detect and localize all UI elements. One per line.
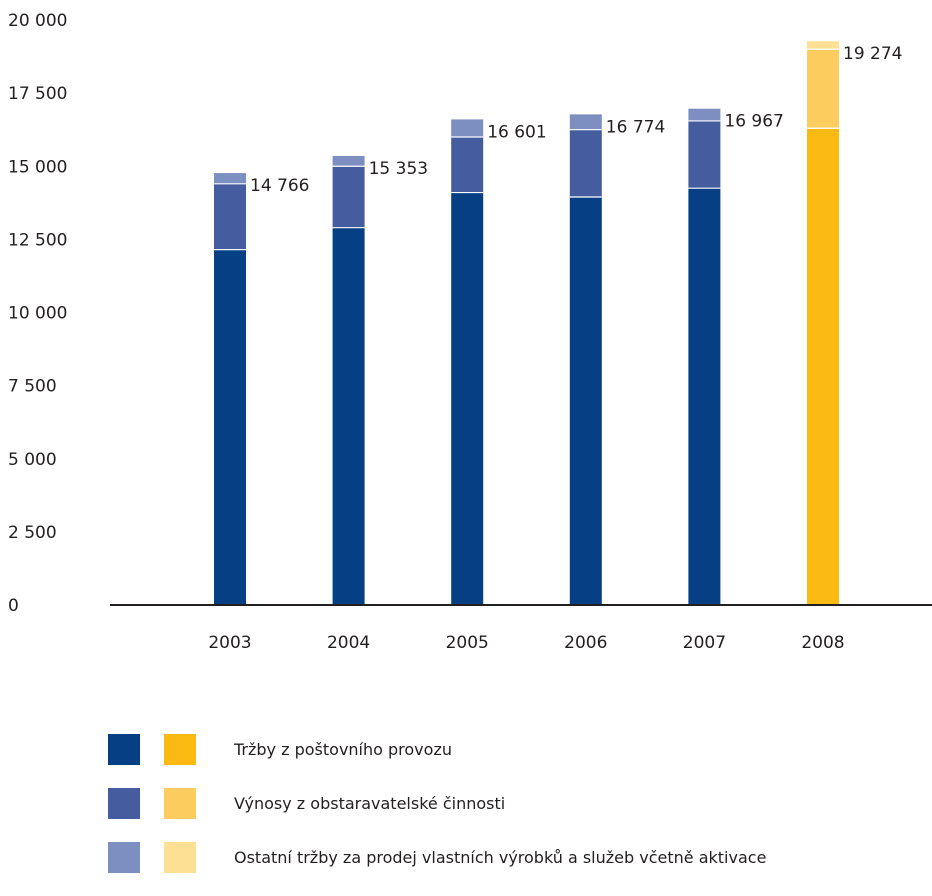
bar-segment bbox=[569, 196, 602, 605]
legend-swatch-blue bbox=[108, 842, 140, 873]
legend-swatch-blue bbox=[108, 788, 140, 819]
bar-segment bbox=[332, 166, 365, 228]
y-tick-label: 12 500 bbox=[8, 230, 67, 250]
y-tick-label: 0 bbox=[8, 596, 19, 616]
stacked-bar-chart: 0 2 500 5 000 7 500 10 000 12 500 15 000 17 500… bbox=[8, 11, 932, 653]
bar-segment bbox=[807, 41, 839, 50]
x-tick-label: 2005 bbox=[446, 633, 489, 653]
total-label: 16 601 bbox=[487, 122, 546, 142]
total-label: 15 353 bbox=[369, 159, 428, 179]
legend-swatch-yellow bbox=[164, 788, 196, 819]
bar-segment bbox=[214, 249, 246, 606]
bar-segment bbox=[332, 227, 365, 606]
legend-swatch-yellow bbox=[164, 842, 196, 873]
total-labels: 14 766 15 353 16 601 16 774 16 967 19 274 bbox=[250, 44, 902, 196]
bar-segment bbox=[569, 114, 602, 130]
total-label: 19 274 bbox=[843, 44, 902, 64]
y-tick-label: 20 000 bbox=[8, 11, 67, 31]
bar-segment bbox=[688, 188, 721, 605]
x-tick-label: 2004 bbox=[327, 633, 370, 653]
bar-segment bbox=[688, 108, 721, 121]
bar-segment bbox=[332, 155, 365, 167]
y-tick-label: 10 000 bbox=[8, 304, 67, 324]
y-axis: 0 2 500 5 000 7 500 10 000 12 500 15 000 17 500… bbox=[8, 11, 67, 616]
bar-segment bbox=[214, 183, 246, 250]
legend-label: Výnosy z obstaravatelské činnosti bbox=[234, 794, 506, 813]
legend-swatch-blue bbox=[108, 734, 140, 765]
legend-label: Tržby z poštovního provozu bbox=[234, 740, 452, 759]
bar-segment bbox=[569, 129, 602, 197]
x-tick-label: 2008 bbox=[801, 633, 844, 653]
bar-segment bbox=[451, 137, 484, 193]
total-label: 14 766 bbox=[250, 176, 309, 196]
bar-segment bbox=[688, 120, 721, 189]
x-tick-label: 2006 bbox=[564, 633, 607, 653]
y-tick-label: 2 500 bbox=[8, 523, 57, 543]
bar-segment bbox=[214, 173, 246, 184]
bar-segment bbox=[807, 49, 839, 129]
x-tick-label: 2003 bbox=[208, 633, 251, 653]
y-tick-label: 17 500 bbox=[8, 84, 67, 104]
y-tick-label: 5 000 bbox=[8, 450, 57, 470]
y-tick-label: 15 000 bbox=[8, 157, 67, 177]
total-label: 16 774 bbox=[606, 117, 665, 137]
x-axis: 2003 2004 2005 2006 2007 2008 bbox=[208, 633, 844, 653]
x-tick-label: 2007 bbox=[683, 633, 726, 653]
total-label: 16 967 bbox=[724, 112, 783, 132]
bar-segment bbox=[451, 192, 484, 605]
y-tick-label: 7 500 bbox=[8, 377, 57, 397]
legend-label: Ostatní tržby za prodej vlastních výrobk… bbox=[234, 848, 767, 867]
bars bbox=[214, 41, 839, 606]
legend-swatch-yellow bbox=[164, 734, 196, 765]
bar-segment bbox=[451, 119, 484, 137]
bar-segment bbox=[807, 128, 839, 605]
